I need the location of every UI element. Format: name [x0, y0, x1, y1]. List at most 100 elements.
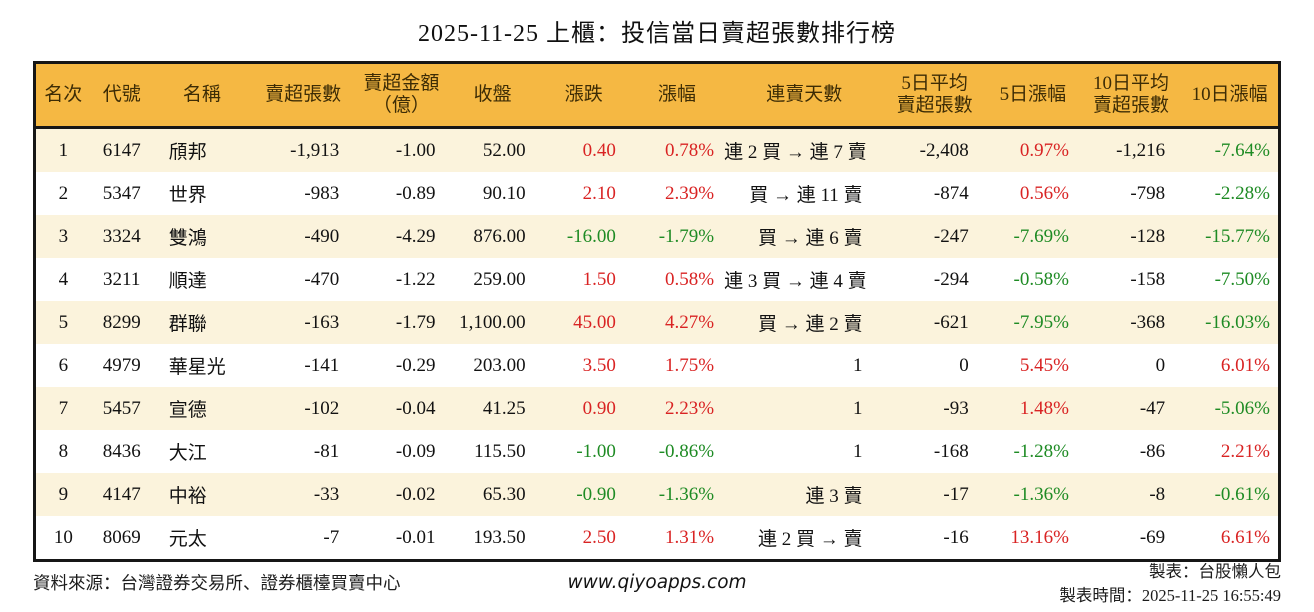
- cell: 0.58%: [665, 268, 715, 290]
- cell: 65.30: [482, 483, 526, 505]
- cell: 0.90: [582, 397, 616, 419]
- cell: -16.03%: [1205, 311, 1270, 333]
- table-row: 5 8299 群聯 -163 -1.79 1,100.00 45.00 4.27% 買 → 連 …: [34, 301, 1280, 344]
- cell: 1.48%: [1019, 397, 1069, 419]
- cell: -2,408: [919, 139, 969, 161]
- cell: 0.56%: [1019, 182, 1069, 204]
- cell: -621: [933, 311, 969, 333]
- cell: 8: [58, 440, 69, 462]
- cell: 0.97%: [1019, 139, 1069, 161]
- cell: -47: [1139, 397, 1166, 419]
- table-row: 8 8436 大江 -81 -0.09 115.50 -1.00 -0.86% 1 -168 -1.…: [34, 430, 1280, 473]
- data-source-note: 資料來源：台灣證券交易所、證券櫃檯買賣中心: [33, 573, 401, 593]
- cell: -1,913: [290, 139, 340, 161]
- cell: 宣德: [168, 400, 207, 421]
- column-header: 10日漲幅: [1181, 62, 1280, 129]
- page-title: 2025-11-25 上櫃：投信當日賣超張數排行榜: [417, 21, 897, 47]
- cell: 連 2 買 → 連 7 賣: [724, 142, 867, 163]
- cell: -798: [1130, 182, 1166, 204]
- column-header: 5日平均 賣超張數: [884, 62, 985, 129]
- table-row: 3 3324 雙鴻 -490 -4.29 876.00 -16.00 -1.79% 買 → 連 …: [34, 215, 1280, 258]
- cell: 45.00: [573, 311, 616, 333]
- ranking-table-wrap: 名次 代號 名稱 賣超張數 賣超金額 （億） 收盤 漲跌 漲幅 連賣天數 5日平均 賣超張數 5日漲幅 1…: [33, 61, 1281, 562]
- cell: 6: [58, 354, 69, 376]
- cell: -93: [943, 397, 969, 419]
- cell: -81: [313, 440, 340, 462]
- cell: -368: [1130, 311, 1166, 333]
- cell: 2: [58, 182, 69, 204]
- cell: -1.79: [395, 311, 436, 333]
- cell: 5: [58, 311, 69, 333]
- cell: 買 → 連 11 賣: [749, 185, 863, 206]
- table-row: 2 5347 世界 -983 -0.89 90.10 2.10 2.39% 買 → 連 11 賣…: [34, 172, 1280, 215]
- cell: 0: [959, 354, 969, 376]
- maker-text: 製表：台股懶人包: [1149, 562, 1281, 581]
- cell: -0.58%: [1013, 268, 1069, 290]
- cell: 1.50: [582, 268, 616, 290]
- cell: 群聯: [168, 314, 207, 335]
- cell: 1: [852, 397, 863, 419]
- cell: 6147: [102, 139, 141, 161]
- table-row: 9 4147 中裕 -33 -0.02 65.30 -0.90 -1.36% 連 3 賣 -17 -…: [34, 473, 1280, 516]
- cell: 10: [53, 526, 73, 548]
- cell: 1: [852, 354, 863, 376]
- cell: 3: [58, 225, 69, 247]
- cell: -8: [1149, 483, 1166, 505]
- cell: -168: [933, 440, 969, 462]
- column-header: 收盤: [447, 62, 538, 129]
- table-row: 1 6147 頎邦 -1,913 -1.00 52.00 0.40 0.78% 連 2 買 → …: [34, 127, 1280, 172]
- cell: -1.22: [395, 268, 436, 290]
- cell: 4147: [102, 483, 141, 505]
- cell: -128: [1130, 225, 1166, 247]
- cell: -15.77%: [1205, 225, 1270, 247]
- cell: 876.00: [473, 225, 526, 247]
- table-row: 10 8069 元太 -7 -0.01 193.50 2.50 1.31% 連 2 買 → 賣 -…: [34, 516, 1280, 561]
- cell: 連 2 買 → 賣: [757, 529, 863, 550]
- cell: -5.06%: [1214, 397, 1270, 419]
- cell: -17: [943, 483, 969, 505]
- column-header: 10日平均 賣超張數: [1080, 62, 1182, 129]
- ranking-table: 名次 代號 名稱 賣超張數 賣超金額 （億） 收盤 漲跌 漲幅 連賣天數 5日平均 賣超張數 5日漲幅 1…: [33, 61, 1281, 562]
- column-header: 名次: [34, 62, 91, 129]
- cell: 0: [1155, 354, 1166, 376]
- cell: -7.95%: [1013, 311, 1069, 333]
- cell: 8069: [102, 526, 141, 548]
- column-header: 5日漲幅: [984, 62, 1081, 129]
- column-header: 賣超張數: [251, 62, 356, 129]
- cell: 買 → 連 6 賣: [757, 228, 863, 249]
- cell: -2.28%: [1214, 182, 1270, 204]
- cell: -1.36%: [658, 483, 715, 505]
- cell: 1.75%: [665, 354, 715, 376]
- cell: 6.61%: [1220, 526, 1270, 548]
- cell: 連 3 買 → 連 4 賣: [724, 271, 867, 292]
- column-header: 漲跌: [537, 62, 630, 129]
- cell: 0.78%: [665, 139, 715, 161]
- cell: -0.04: [395, 397, 436, 419]
- cell: 順達: [168, 271, 207, 292]
- cell: 4.27%: [665, 311, 715, 333]
- cell: 3324: [102, 225, 141, 247]
- cell: 2.39%: [665, 182, 715, 204]
- cell: -0.01: [395, 526, 436, 548]
- cell: 3.50: [582, 354, 616, 376]
- cell: -1.00: [576, 440, 616, 462]
- credits-block: 製表：台股懶人包 製表時間：2025-11-25 16:55:49: [1059, 560, 1281, 608]
- cell: 0.40: [582, 139, 616, 161]
- cell: -1,216: [1116, 139, 1166, 161]
- cell: 連 3 賣: [805, 486, 863, 507]
- cell: 193.50: [473, 526, 526, 548]
- cell: -0.29: [395, 354, 436, 376]
- cell: 6.01%: [1220, 354, 1270, 376]
- header-row: 名次 代號 名稱 賣超張數 賣超金額 （億） 收盤 漲跌 漲幅 連賣天數 5日平均 賣超張數 5日漲幅 1…: [34, 62, 1280, 129]
- column-header: 漲幅: [629, 62, 725, 129]
- website-text: www.qiyoapps.com: [567, 572, 747, 593]
- cell: 2.50: [582, 526, 616, 548]
- cell: 大江: [168, 443, 207, 464]
- cell: -4.29: [395, 225, 436, 247]
- cell: -0.61%: [1214, 483, 1270, 505]
- cell: -0.90: [576, 483, 616, 505]
- cell: 世界: [168, 185, 207, 206]
- cell: -16: [943, 526, 969, 548]
- cell: -294: [933, 268, 969, 290]
